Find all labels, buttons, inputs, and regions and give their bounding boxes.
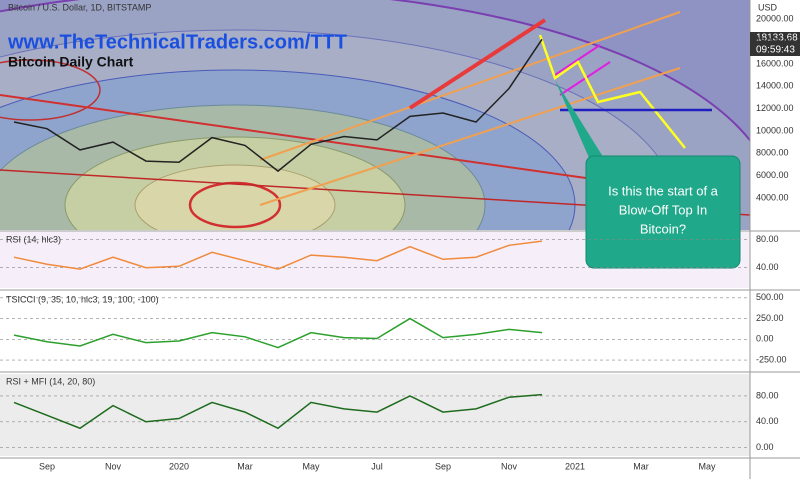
y-tick-label: 16000.00 — [756, 58, 794, 68]
countdown: 09:59:43 — [756, 45, 795, 56]
x-tick-label: 2021 — [565, 461, 585, 471]
y-tick-label: 8000.00 — [756, 148, 789, 158]
y-tick-label: 10000.00 — [756, 125, 794, 135]
price-label: 18133.68 — [756, 33, 798, 44]
y-tick-label: 20000.00 — [756, 14, 794, 24]
y-tick-label: 14000.00 — [756, 81, 794, 91]
y-tick-label: 4000.00 — [756, 192, 789, 202]
y-tick-label: 40.00 — [756, 416, 779, 426]
panel-label: RSI (14, hlc3) — [6, 234, 61, 244]
y-tick-label: 80.00 — [756, 390, 779, 400]
y-tick-label: 40.00 — [756, 262, 779, 272]
panel-label: RSI + MFI (14, 20, 80) — [6, 376, 95, 386]
x-tick-label: Sep — [435, 461, 451, 471]
callout-line: Blow-Off Top In — [619, 202, 707, 217]
callout-line: Bitcoin? — [640, 221, 686, 236]
y-tick-label: 250.00 — [756, 313, 784, 323]
mfi-panel-bg — [0, 374, 750, 456]
y-tick-label: -250.00 — [756, 354, 787, 364]
y-tick-label: 6000.00 — [756, 170, 789, 180]
url: www.TheTechnicalTraders.com/TTT — [7, 31, 347, 53]
y-tick-label: 18000.00 — [756, 36, 794, 46]
currency: USD — [758, 2, 778, 12]
x-tick-label: Sep — [39, 461, 55, 471]
background-ellipses — [0, 0, 750, 230]
x-tick-label: May — [302, 461, 320, 471]
series-line — [13, 393, 543, 430]
y-tick-label: 0.00 — [756, 334, 774, 344]
y-tick-label: 500.00 — [756, 292, 784, 302]
y-tick-label: 12000.00 — [756, 103, 794, 113]
panel-label: TSICCI (9, 35, 10, hlc3, 19, 100, -100) — [6, 294, 159, 304]
series-line — [13, 317, 543, 349]
callout-line: Is this the start of a — [608, 183, 719, 198]
x-tick-label: Jul — [371, 461, 383, 471]
x-tick-label: 2020 — [169, 461, 189, 471]
x-tick-label: Mar — [237, 461, 253, 471]
price-box — [750, 32, 800, 56]
x-tick-label: Nov — [105, 461, 122, 471]
chart-title: Bitcoin Daily Chart — [8, 54, 134, 70]
symbol: Bitcoin / U.S. Dollar, 1D, BITSTAMP — [8, 2, 151, 12]
x-tick-label: May — [698, 461, 716, 471]
y-tick-label: 0.00 — [756, 442, 774, 452]
x-tick-label: Mar — [633, 461, 649, 471]
series-line — [13, 240, 543, 270]
series-line — [13, 38, 543, 173]
callout-pointer — [555, 80, 605, 160]
y-tick-label: 80.00 — [756, 234, 779, 244]
x-tick-label: Nov — [501, 461, 518, 471]
